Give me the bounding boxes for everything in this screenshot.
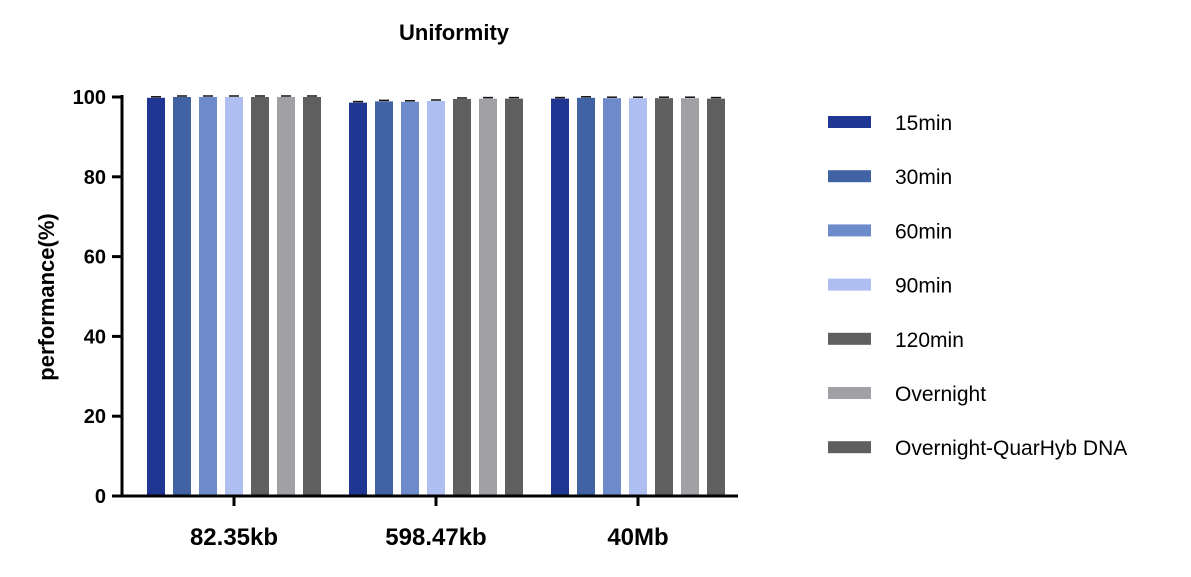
x-tick-label: 40Mb [607,524,668,551]
legend-label: 15min [895,112,952,135]
bar [479,98,497,496]
y-tick-label: 80 [84,167,106,189]
legend-swatch [828,441,871,454]
legend-swatch [828,224,871,237]
bar [199,97,217,496]
legend-label: Overnight [895,383,986,406]
bar [655,98,673,497]
legend-label: 90min [895,275,952,298]
bar [505,98,523,496]
bar [577,97,595,496]
y-tick-label: 100 [73,87,106,109]
legend-label: 60min [895,220,952,243]
bar [707,98,725,496]
y-tick-label: 60 [84,247,106,269]
legend-swatch [828,387,871,399]
y-tick-label: 0 [95,486,106,508]
bar [401,101,419,497]
bar [251,97,269,496]
bar [349,102,367,496]
y-tick-label: 20 [84,406,106,428]
bar [603,98,621,497]
bar [303,97,321,496]
bar [277,97,295,496]
legend-swatch [828,332,871,345]
bar [551,98,569,496]
bar [681,98,699,497]
legend-label: 30min [895,166,952,189]
bar [147,97,165,496]
legend-swatch [828,116,871,128]
bar [453,98,471,497]
bar [173,97,191,496]
legend-label: 120min [895,329,964,352]
x-tick-label: 598.47kb [385,524,486,551]
legend-swatch [828,170,871,183]
y-tick-label: 40 [84,326,106,348]
legend-swatch [828,278,871,291]
bar [427,100,445,497]
bar [225,97,243,496]
bar [629,98,647,497]
x-tick-label: 82.35kb [190,524,278,551]
bar [375,101,393,496]
y-axis-label: performance(%) [34,213,59,380]
chart-title: Uniformity [399,20,510,45]
legend-label: Overnight-QuarHyb DNA [895,437,1127,460]
